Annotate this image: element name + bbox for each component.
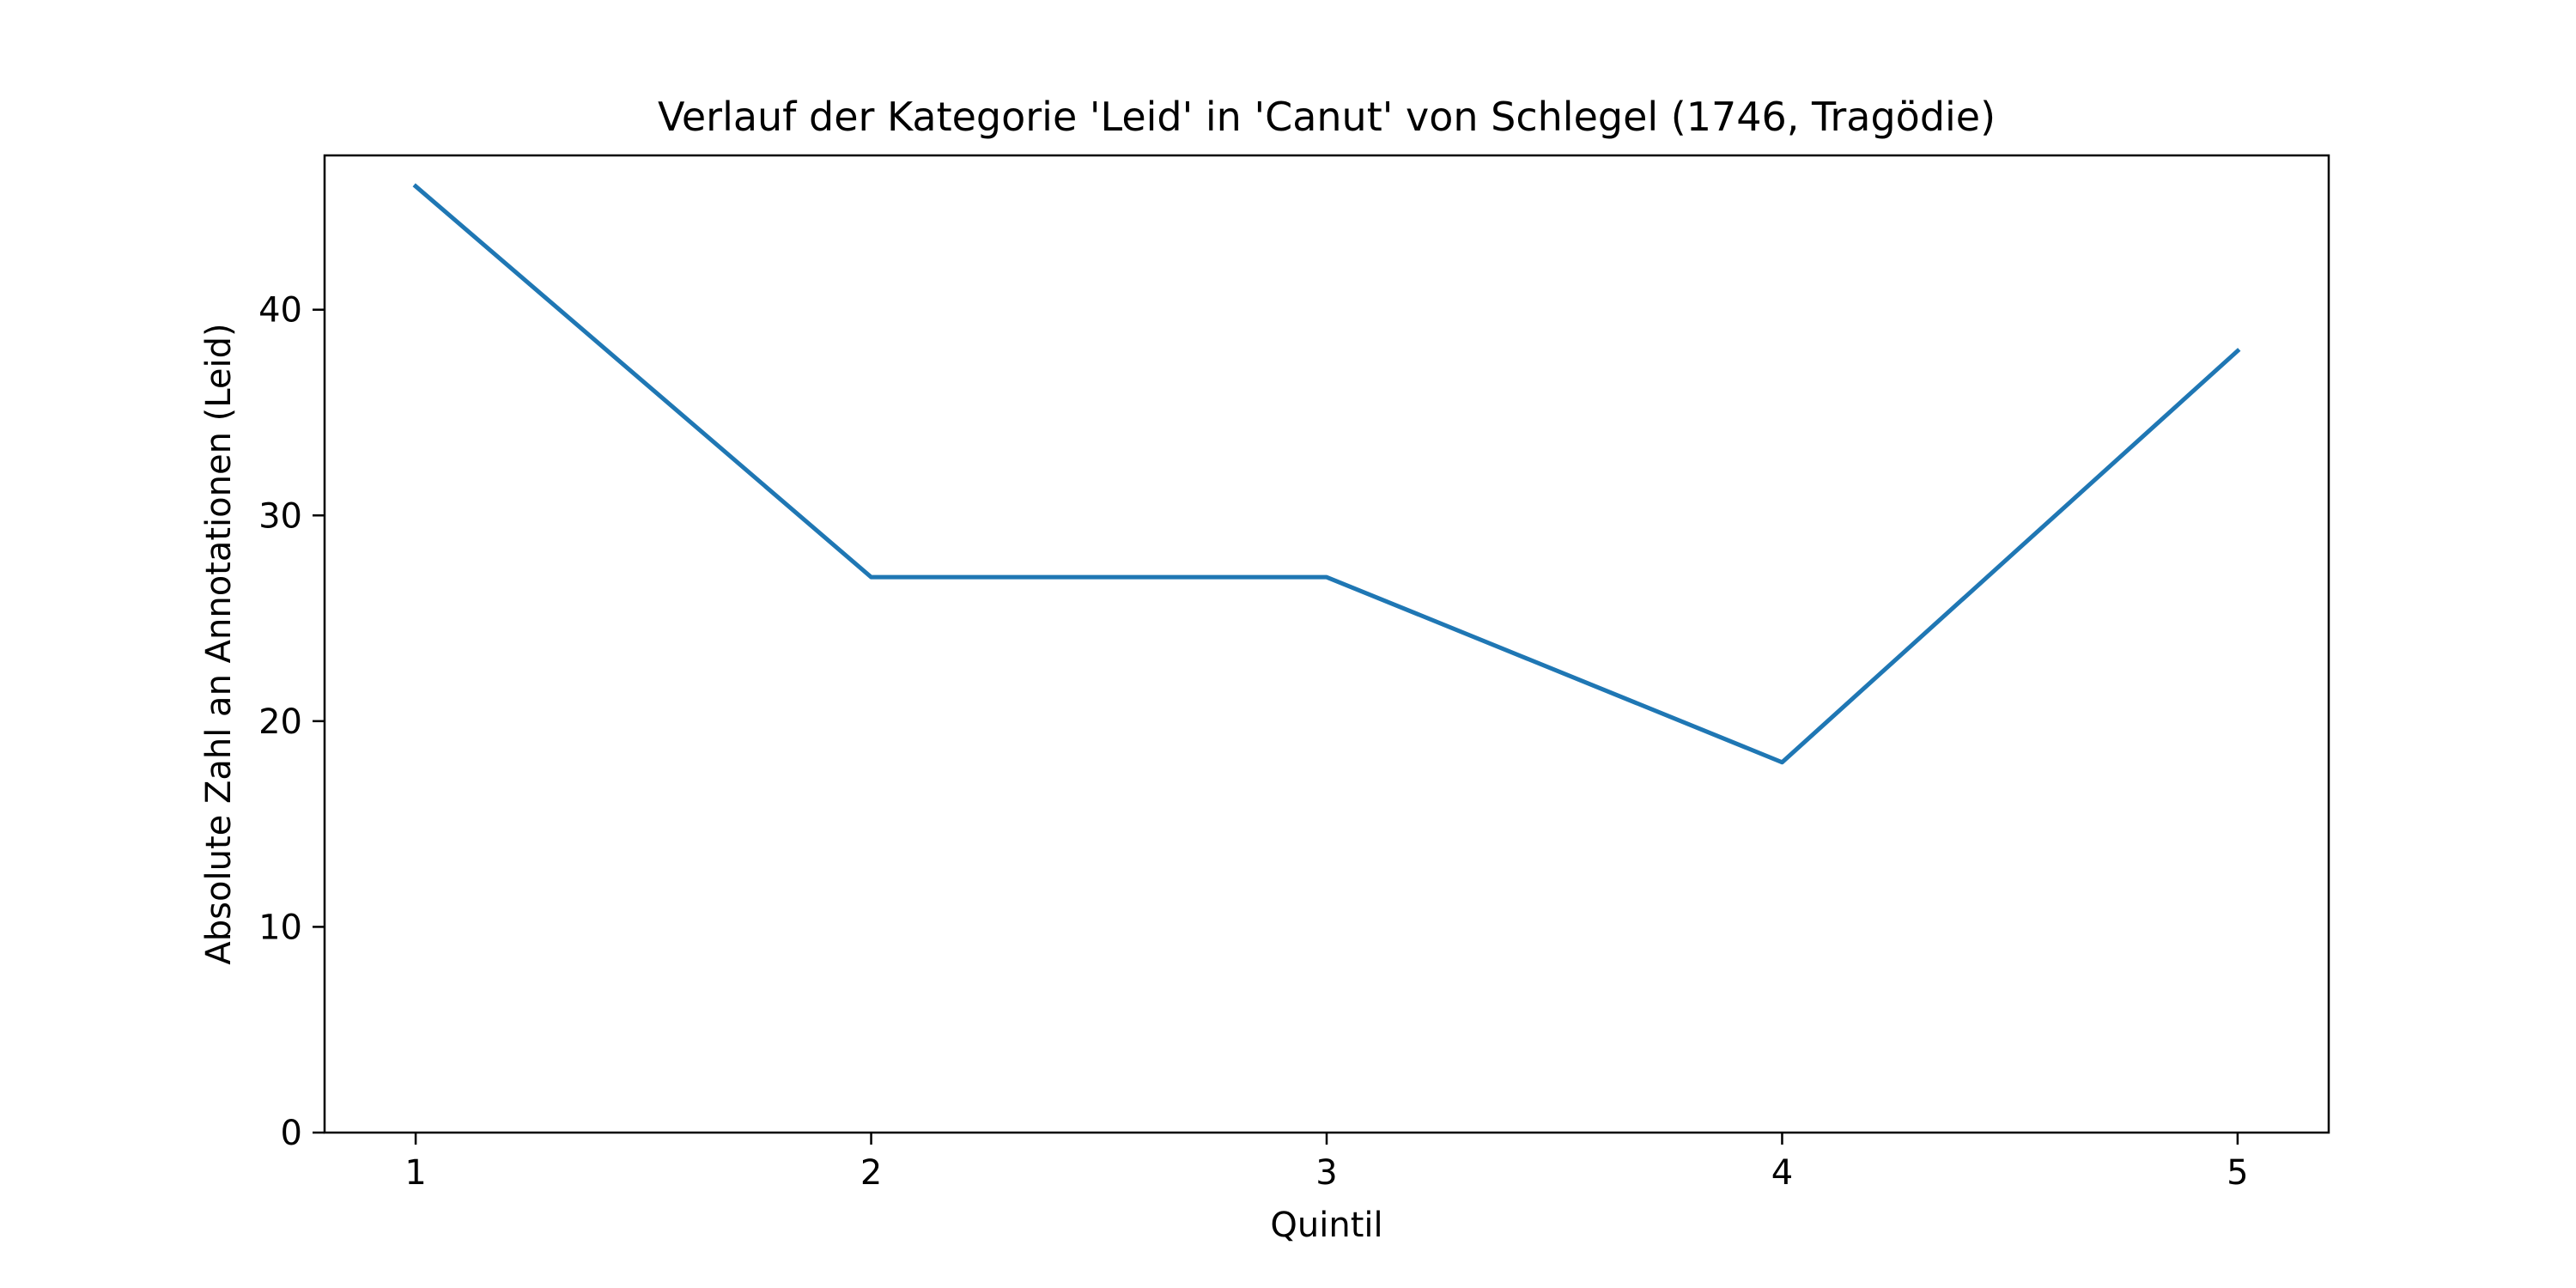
x-tick-label: 5 bbox=[2227, 1153, 2248, 1193]
x-axis-label: Quintil bbox=[1270, 1206, 1382, 1245]
y-tick-label: 0 bbox=[281, 1114, 302, 1153]
x-axis-ticks: 1 2 3 4 5 bbox=[404, 1133, 2249, 1193]
y-tick-label: 40 bbox=[258, 291, 302, 331]
x-tick-label: 3 bbox=[1315, 1153, 1337, 1193]
x-tick-label: 2 bbox=[860, 1153, 882, 1193]
y-tick-label: 10 bbox=[258, 908, 302, 947]
y-tick-label: 30 bbox=[258, 496, 302, 536]
chart-title: Verlauf der Kategorie 'Leid' in 'Canut' … bbox=[658, 94, 1996, 140]
x-tick-label: 1 bbox=[404, 1153, 426, 1193]
series-line bbox=[412, 183, 2241, 765]
y-axis-label: Absolute Zahl an Annotationen (Leid) bbox=[199, 323, 239, 964]
y-axis-ticks: 0 10 20 30 40 bbox=[258, 291, 325, 1153]
x-tick-label: 4 bbox=[1771, 1153, 1793, 1193]
y-tick-label: 20 bbox=[258, 702, 302, 742]
